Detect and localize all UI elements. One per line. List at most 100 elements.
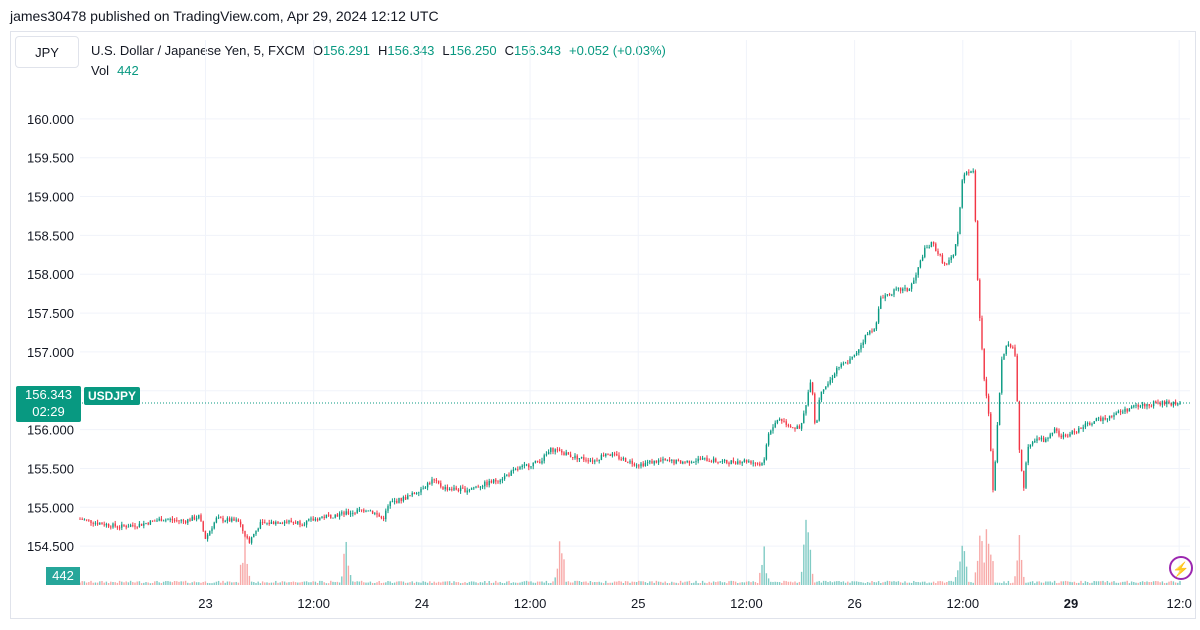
price-candle (409, 495, 411, 497)
price-candle (321, 516, 323, 518)
volume-bar (1166, 582, 1168, 585)
volume-bar (600, 582, 603, 585)
price-candle (1091, 423, 1093, 425)
volume-bar (1018, 535, 1021, 585)
volume-bar (642, 581, 644, 585)
volume-bar (123, 582, 125, 585)
volume-bar (1152, 581, 1155, 585)
price-candle (336, 514, 339, 517)
volume-bar (622, 583, 625, 585)
volume-legend: Vol 442 (91, 63, 139, 78)
price-candle (987, 395, 990, 414)
volume-bar (607, 582, 609, 585)
chart-legend: U.S. Dollar / Japanese Yen, 5, FXCM O156.… (91, 43, 666, 58)
price-candle (589, 460, 592, 462)
volume-bar (85, 582, 88, 585)
volume-bar (508, 580, 510, 585)
price-candle (761, 462, 763, 466)
volume-bar (363, 582, 365, 585)
volume-bar (110, 581, 112, 585)
price-candle (1150, 405, 1153, 407)
price-candle (420, 488, 422, 493)
volume-bar (457, 582, 460, 585)
price-candle (653, 460, 655, 464)
price-candle (600, 455, 603, 460)
price-candle (851, 356, 853, 359)
volume-bar (259, 583, 262, 585)
volume-bar (653, 582, 655, 585)
volume-bar (411, 581, 413, 585)
volume-bar (99, 581, 101, 585)
price-candle (525, 464, 528, 466)
price-candle (613, 453, 616, 455)
volume-bar (145, 582, 147, 585)
price-candle (341, 512, 343, 514)
volume-bar (814, 582, 816, 585)
price-candle (721, 461, 724, 462)
volume-bar (138, 581, 141, 585)
price-candle (226, 518, 229, 521)
volume-bar (917, 581, 919, 585)
volume-bar (787, 581, 790, 585)
price-candle (820, 391, 823, 400)
price-candle (88, 519, 90, 521)
y-tick-label: 159.500 (27, 151, 74, 166)
price-candle (1042, 437, 1045, 443)
price-candle (281, 523, 284, 524)
volume-bar (1108, 582, 1111, 585)
volume-bar (803, 544, 805, 585)
price-candle (347, 511, 350, 514)
volume-bar (734, 581, 737, 585)
price-candle (545, 454, 548, 456)
price-candle (547, 451, 550, 455)
price-candle (156, 520, 158, 522)
volume-bar (1078, 582, 1080, 585)
volume-bar (765, 573, 768, 585)
volume-bar (101, 580, 103, 585)
price-candle (308, 519, 310, 521)
volume-bar (171, 582, 174, 585)
price-candle (1119, 411, 1122, 413)
volume-bar (602, 583, 605, 585)
volume-bar (90, 580, 92, 585)
price-candle (908, 288, 911, 291)
volume-bar (1049, 581, 1051, 585)
price-candle (299, 521, 301, 525)
price-candle (770, 430, 772, 434)
price-candle (939, 253, 941, 256)
price-candle (1056, 428, 1058, 431)
price-candle (1086, 422, 1089, 424)
price-candle (596, 460, 598, 462)
price-candle (462, 487, 464, 489)
volume-bar (468, 581, 471, 585)
price-candle (167, 519, 169, 521)
volume-bar (160, 583, 163, 585)
symbol-button[interactable]: JPY (15, 36, 79, 68)
volume-bar (519, 582, 521, 585)
volume-bar (871, 580, 873, 585)
x-tick-label: 25 (631, 596, 645, 611)
volume-bar (1053, 580, 1056, 585)
volume-bar (739, 582, 741, 585)
volume-bar (759, 572, 761, 585)
lightning-icon[interactable]: ⚡ (1169, 556, 1193, 580)
price-candle (411, 492, 413, 496)
volume-bar (429, 581, 431, 585)
volume-bar (521, 581, 523, 585)
price-candle (930, 242, 933, 247)
volume-bar (1056, 583, 1058, 585)
price-candle (921, 256, 924, 261)
volume-bar (1051, 582, 1054, 585)
volume-bar (611, 582, 614, 585)
price-candle (1040, 437, 1043, 440)
volume-bar (550, 582, 552, 585)
volume-bar (162, 581, 165, 585)
price-candle (787, 424, 790, 426)
volume-bar (114, 582, 116, 585)
volume-bar (464, 582, 466, 585)
volume-bar (486, 583, 488, 585)
price-candle (1174, 401, 1177, 405)
volume-bar (420, 582, 422, 585)
price-candle (970, 171, 972, 173)
